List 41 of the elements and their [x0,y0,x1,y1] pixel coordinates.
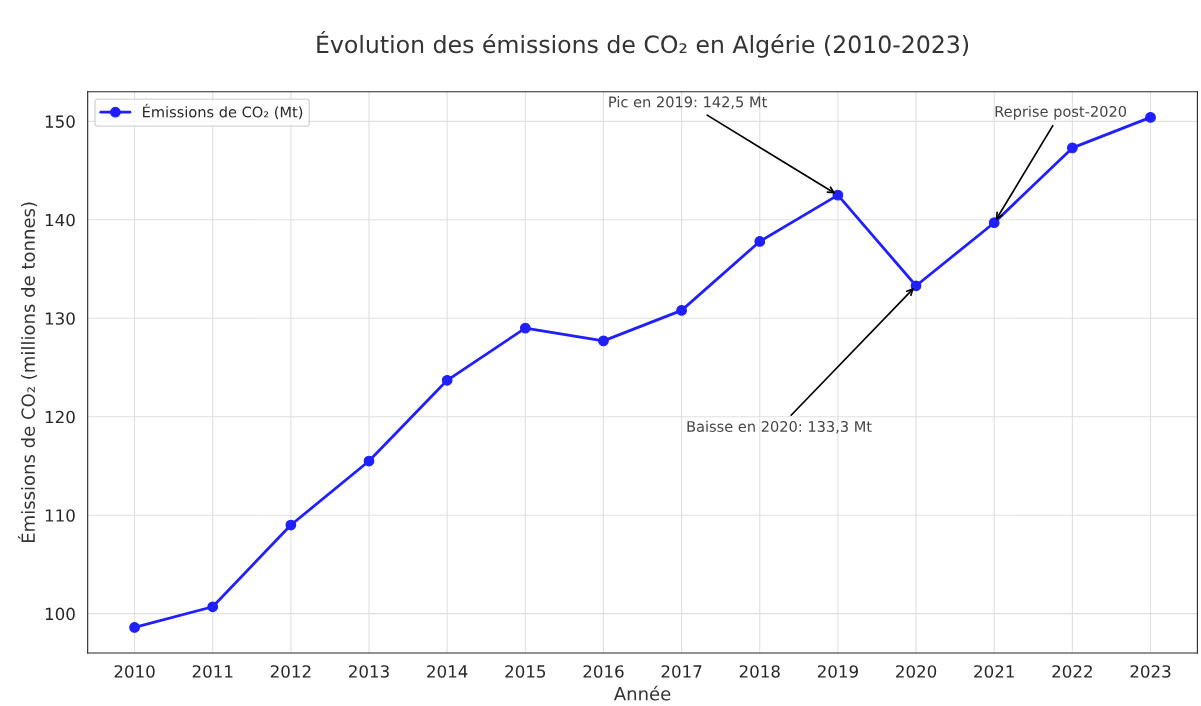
annotation: Baisse en 2020: 133,3 Mt [687,420,872,434]
point [1145,112,1156,123]
x-tick-label: 2018 [739,665,780,678]
annotation: Reprise post-2020 [995,105,1127,120]
x-axis-title: Année [613,685,671,701]
point [1066,142,1078,154]
point [519,322,531,334]
point [832,189,844,201]
x-tick-label: 2016 [583,665,624,678]
annotation: Pic en 2019: 142,5 Mt [609,96,767,109]
x-tick-label: 2010 [114,665,155,678]
y-axis-title: Émissions de CO₂ (millions de tonnes) [18,202,38,543]
x-tick-label: 2021 [974,665,1014,678]
x-tick-label: 2013 [349,665,389,678]
y-tick-label: 110 [45,509,75,522]
y-tick-label: 100 [45,607,75,621]
y-tick-label: 140 [45,213,75,227]
point [910,280,922,292]
point [129,622,140,633]
x-tick-label: 2020 [896,665,937,678]
y-tick-label: 150 [45,115,75,128]
x-tick-label: 2017 [661,665,702,678]
y-tick-label: 130 [45,312,75,325]
point [441,374,453,386]
point [285,519,297,531]
chart-title: Évolution des émissions de CO₂ en Algérie (2010-2023) [317,31,969,58]
point [598,335,609,347]
x-tick-label: 2015 [505,665,546,678]
x-tick-label: 2012 [270,665,311,678]
point [207,601,219,613]
legend-label: Émissions de CO₂ (Mt) [143,103,303,120]
point [754,236,766,247]
point [988,217,1000,229]
x-tick-label: 2022 [1052,665,1092,678]
x-tick-label: 2014 [427,665,468,678]
x-tick-label: 2023 [1130,665,1171,678]
x-tick-label: 2019 [817,665,858,678]
point [363,455,375,467]
x-tick-label: 2011 [192,665,233,678]
point [676,305,687,316]
y-tick-label: 120 [45,410,75,424]
